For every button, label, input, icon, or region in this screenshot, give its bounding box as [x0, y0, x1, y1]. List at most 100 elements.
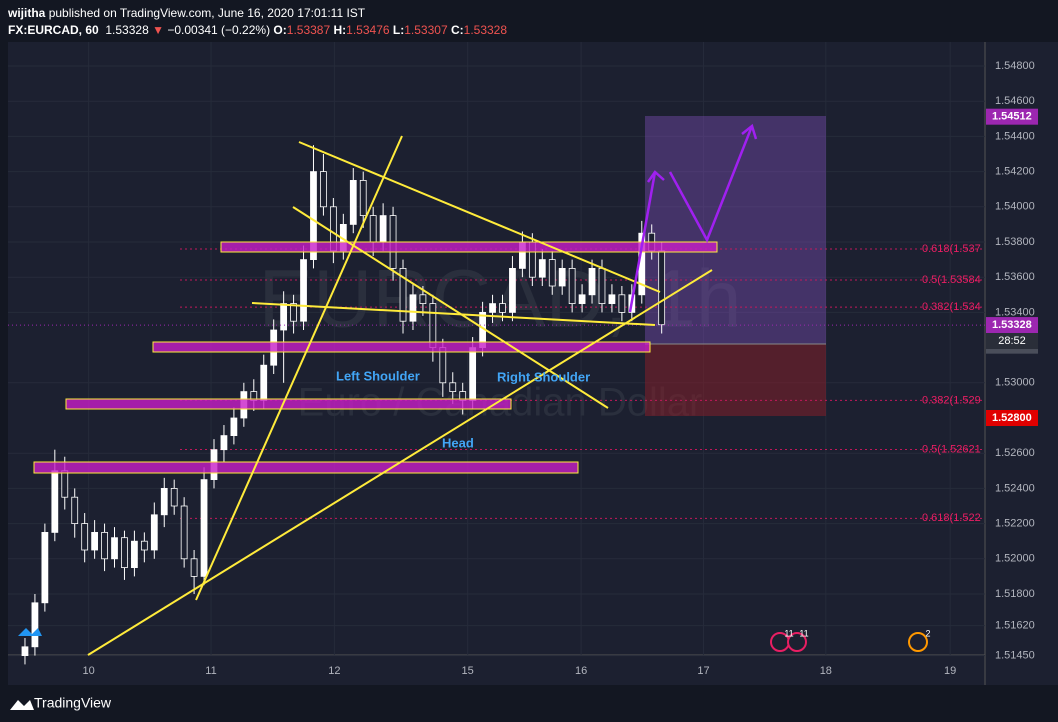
- annotation: Head: [442, 435, 474, 450]
- candle-body: [339, 223, 347, 252]
- price-tag: 1.53328: [992, 319, 1032, 331]
- candle-body: [558, 267, 566, 287]
- candle-body: [499, 303, 506, 313]
- candle-body: [121, 537, 128, 568]
- price-tag-bg: [986, 410, 1038, 426]
- candle-body: [379, 215, 387, 243]
- candle-body: [71, 496, 79, 525]
- event-icon[interactable]: [908, 632, 928, 652]
- y-tick-label: 1.54000: [995, 201, 1035, 213]
- stop-zone: [645, 344, 826, 416]
- y-tick-label: 1.54200: [995, 166, 1035, 178]
- candle-body: [429, 303, 437, 349]
- candle-body: [419, 294, 427, 304]
- candle-body: [150, 514, 158, 551]
- y-tick-label: 1.54600: [995, 95, 1035, 107]
- candle-body: [469, 347, 477, 401]
- candle-body: [449, 382, 457, 392]
- candle-body: [300, 259, 307, 322]
- candle-body: [180, 505, 188, 560]
- x-tick-label: 15: [462, 665, 474, 677]
- price-tag-bg: [986, 317, 1038, 334]
- arrow-head: [646, 170, 665, 183]
- candle-body: [260, 364, 268, 401]
- l: 1.53307: [404, 23, 448, 37]
- candle-body: [220, 435, 228, 451]
- plot-bg: [8, 42, 985, 655]
- event-icon[interactable]: [770, 632, 790, 652]
- symbol: FX:EURCAD, 60: [8, 23, 99, 37]
- zone-rect: [220, 241, 718, 253]
- annotation: Left Shoulder: [336, 368, 420, 383]
- candle-body: [270, 329, 278, 366]
- o-label: O:: [273, 23, 287, 37]
- fib-label: 0.382(1.529: [922, 394, 981, 406]
- c: 1.53328: [463, 23, 508, 37]
- candle-body: [101, 532, 108, 560]
- candle-body: [290, 303, 297, 322]
- candle-body: [280, 303, 288, 331]
- fib-label: 0.5(1.52621: [922, 443, 981, 455]
- candle-body: [131, 540, 138, 569]
- event-count: 11: [784, 628, 793, 638]
- c-label: C:: [450, 23, 464, 37]
- candle-body: [81, 523, 89, 551]
- candle-body: [608, 294, 616, 304]
- candle-body: [111, 537, 118, 560]
- event-count: 2: [925, 628, 930, 638]
- tv-logo: [10, 700, 34, 710]
- l-label: L:: [392, 23, 405, 37]
- countdown: 28:52: [998, 335, 1026, 347]
- candle-body: [349, 179, 357, 225]
- zone-rect: [152, 341, 651, 353]
- candle-body: [658, 250, 666, 326]
- y-tick-label: 1.52200: [995, 518, 1035, 530]
- fib-label: 0.618(1.522: [922, 512, 981, 524]
- candle-body: [638, 232, 646, 296]
- watermark-sub: Euro / Canadian Dollar: [298, 381, 703, 425]
- trendline: [292, 206, 609, 409]
- candle-body: [51, 470, 59, 533]
- candle-body: [578, 294, 586, 304]
- candle-body: [479, 311, 486, 348]
- zone-rect: [65, 398, 512, 410]
- zone-rect: [33, 461, 579, 474]
- price-axis-bg: [985, 42, 1058, 685]
- event-count: 11: [799, 628, 808, 638]
- candle-body: [459, 391, 467, 401]
- y-tick-label: 1.52000: [995, 553, 1035, 565]
- candle-body: [91, 532, 98, 551]
- annotation: Right Shoulder: [497, 369, 590, 384]
- event-icon[interactable]: [787, 632, 807, 652]
- x-tick-label: 11: [205, 665, 216, 677]
- fib-label: 0.5(1.53584: [922, 274, 981, 286]
- candle-body: [648, 232, 656, 252]
- candle-body: [230, 417, 238, 437]
- candle-body: [210, 449, 218, 480]
- candle-body: [329, 206, 337, 252]
- candle-body: [519, 241, 526, 269]
- published: published on TradingView.com, June 16, 2…: [48, 6, 366, 20]
- candle-body: [618, 294, 626, 313]
- candle-body: [538, 259, 546, 278]
- x-tick-label: 18: [820, 665, 832, 677]
- y-tick-label: 1.51800: [995, 588, 1035, 600]
- price-tag-bg: [986, 337, 1038, 354]
- candle-body: [140, 540, 148, 551]
- candle-body: [489, 303, 496, 313]
- candle-body: [359, 179, 367, 216]
- price-tag: 1.52800: [992, 412, 1032, 424]
- legend: FX:EURCAD, 60 1.53328 ▼ −0.00341 (−0.22%…: [8, 23, 507, 37]
- o: 1.53387: [286, 23, 331, 37]
- candle-body: [439, 347, 447, 384]
- candle-body: [170, 487, 178, 507]
- candle-body: [31, 602, 39, 648]
- y-tick-label: 1.51450: [995, 650, 1035, 662]
- y-tick-label: 1.53600: [995, 271, 1035, 283]
- countdown-bg: [986, 333, 1038, 349]
- candle-body: [409, 294, 417, 322]
- price-tag-bg: [986, 108, 1038, 125]
- candle-body: [61, 470, 69, 498]
